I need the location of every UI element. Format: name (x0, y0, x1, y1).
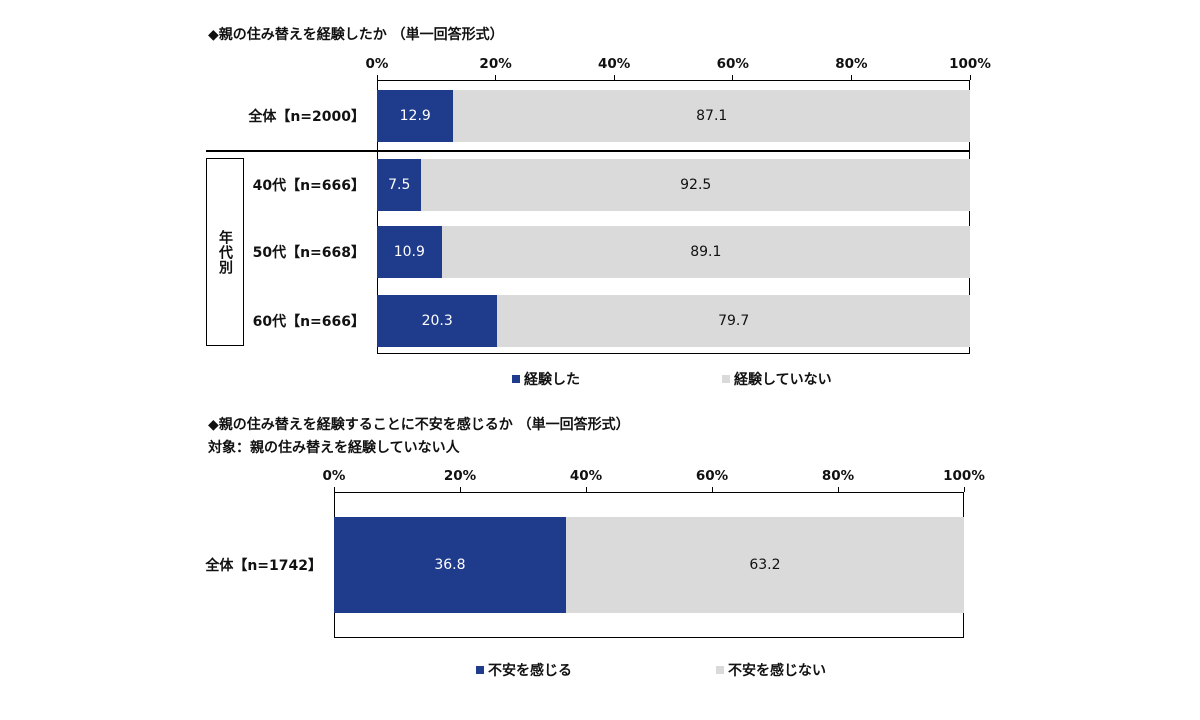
legend-label: 経験していない (734, 372, 832, 388)
chart1-plot-frame (377, 80, 970, 354)
data-label: 79.7 (718, 313, 750, 329)
x-tick-mark (459, 487, 461, 492)
bar-segment-primary (377, 295, 498, 347)
bar-segment-secondary (421, 159, 970, 211)
x-tick-label: 80% (821, 468, 855, 484)
data-label: 89.1 (690, 244, 722, 260)
x-tick-label: 40% (569, 468, 603, 484)
x-tick-mark (969, 75, 971, 80)
bar-segment-secondary (497, 295, 970, 347)
chart1-age-group-label: 年代別 (217, 229, 233, 275)
x-tick-mark (732, 75, 734, 80)
chart1-title: ◆親の住み替えを経験したか （単一回答形式） (208, 27, 504, 43)
x-tick-label: 60% (716, 56, 749, 72)
x-tick-label: 20% (479, 56, 512, 72)
bar-segment-secondary (441, 226, 970, 278)
x-tick-mark (850, 75, 852, 80)
category-label: 50代【n=668】 (252, 245, 365, 261)
data-label: 36.8 (434, 557, 466, 573)
x-tick-mark (613, 75, 615, 80)
bar-segment-primary (377, 226, 442, 278)
chart2-legend-anxious: 不安を感じる (476, 660, 572, 680)
bar-segment-primary (377, 90, 454, 142)
chart1-age-group-box: 年代別 (206, 158, 244, 346)
x-tick-label: 60% (695, 468, 729, 484)
data-label: 92.5 (680, 177, 712, 193)
legend-swatch-light (716, 666, 724, 674)
x-tick-mark (333, 487, 335, 492)
x-tick-label: 80% (835, 56, 868, 72)
data-label: 20.3 (421, 313, 453, 329)
x-tick-label: 100% (949, 56, 991, 72)
data-label: 10.9 (393, 244, 425, 260)
data-label: 63.2 (749, 557, 781, 573)
data-label: 87.1 (696, 108, 728, 124)
x-tick-mark (495, 75, 497, 80)
bar-segment-primary (334, 517, 566, 613)
category-label: 全体【n=1742】 (205, 558, 322, 574)
data-label: 7.5 (388, 177, 411, 193)
chart1-separator-line (206, 150, 970, 152)
chart1-legend-experienced: 経験した (512, 369, 580, 389)
legend-label: 不安を感じる (488, 663, 572, 679)
x-tick-label: 40% (598, 56, 631, 72)
category-label: 全体【n=2000】 (248, 109, 365, 125)
category-label: 40代【n=666】 (252, 178, 365, 194)
legend-swatch-light (722, 375, 730, 383)
x-tick-label: 0% (365, 56, 389, 72)
x-tick-mark (711, 487, 713, 492)
x-tick-label: 100% (943, 468, 985, 484)
chart2-legend-not-anxious: 不安を感じない (716, 660, 826, 680)
x-tick-mark (376, 75, 378, 80)
x-tick-label: 20% (443, 468, 477, 484)
category-label: 60代【n=666】 (252, 314, 365, 330)
chart1-legend-not-experienced: 経験していない (722, 369, 832, 389)
legend-label: 経験した (524, 372, 580, 388)
chart2-title: ◆親の住み替えを経験することに不安を感じるか （単一回答形式） (208, 417, 630, 433)
x-tick-mark (837, 487, 839, 492)
x-tick-label: 0% (322, 468, 346, 484)
legend-swatch-dark (476, 666, 484, 674)
bar-segment-secondary (565, 517, 964, 613)
chart2-subtitle: 対象：親の住み替えを経験していない人 (208, 440, 460, 456)
x-tick-mark (585, 487, 587, 492)
legend-label: 不安を感じない (728, 663, 826, 679)
legend-swatch-dark (512, 375, 520, 383)
data-label: 12.9 (399, 108, 431, 124)
x-tick-mark (963, 487, 965, 492)
bar-segment-primary (377, 159, 422, 211)
bar-segment-secondary (453, 90, 970, 142)
